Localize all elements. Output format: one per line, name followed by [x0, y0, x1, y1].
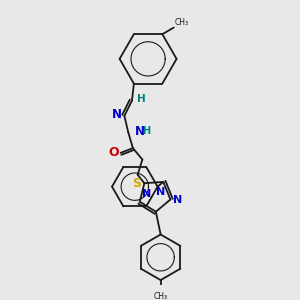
Text: H: H [142, 126, 151, 136]
Text: N: N [135, 124, 145, 137]
Text: H: H [137, 94, 146, 104]
Text: N: N [112, 108, 122, 122]
Text: O: O [109, 146, 119, 159]
Text: N: N [142, 189, 151, 199]
Text: N: N [156, 187, 165, 197]
Text: N: N [173, 194, 182, 205]
Text: CH₃: CH₃ [175, 18, 189, 27]
Text: CH₃: CH₃ [154, 292, 168, 300]
Text: S: S [132, 177, 141, 190]
